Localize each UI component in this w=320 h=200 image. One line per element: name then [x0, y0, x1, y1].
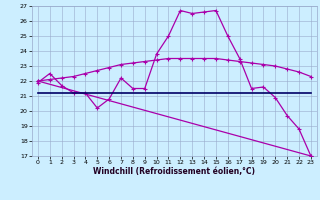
X-axis label: Windchill (Refroidissement éolien,°C): Windchill (Refroidissement éolien,°C)	[93, 167, 255, 176]
